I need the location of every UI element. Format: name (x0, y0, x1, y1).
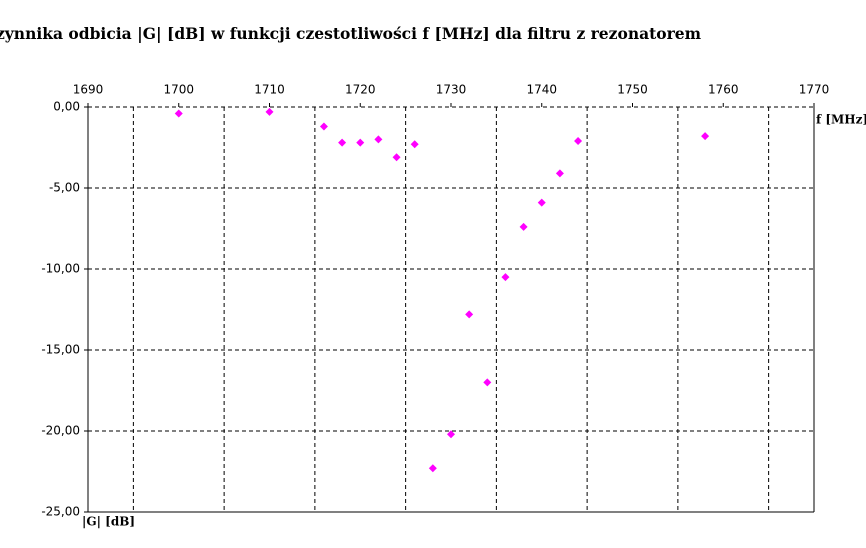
x-axis-label: f [MHz] (816, 113, 866, 127)
data-point (338, 138, 347, 147)
data-point (374, 135, 383, 144)
data-point (555, 169, 564, 178)
data-point (410, 140, 419, 149)
data-point (519, 222, 528, 231)
y-tick-label: 0,00 (53, 100, 80, 114)
data-point (447, 430, 455, 439)
data-point (428, 464, 437, 473)
x-tick-label: 1710 (254, 83, 285, 97)
data-point (574, 137, 583, 146)
x-tick-label: 1730 (436, 83, 467, 97)
x-tick-label: 1700 (163, 83, 194, 97)
x-tick-label: 1750 (617, 83, 648, 97)
y-tick-label: -25,00 (41, 505, 80, 519)
x-tick-label: 1770 (799, 83, 830, 97)
x-tick-label: 1690 (73, 83, 104, 97)
x-tick-label: 1740 (526, 83, 557, 97)
y-tick-label: -10,00 (41, 262, 80, 276)
chart-title: zynnika odbicia |G| [dB] w funkcji czest… (0, 24, 702, 43)
data-point (483, 378, 492, 387)
y-tick-label: -20,00 (41, 424, 80, 438)
data-point (319, 122, 328, 131)
data-point (392, 153, 401, 162)
data-point (356, 138, 365, 147)
y-tick-label: -5,00 (49, 181, 80, 195)
data-point (537, 198, 546, 207)
x-tick-label: 1760 (708, 83, 739, 97)
data-point (265, 107, 274, 116)
x-tick-label: 1720 (345, 83, 376, 97)
data-point (501, 273, 510, 282)
y-tick-label: -15,00 (41, 343, 80, 357)
data-point (465, 310, 474, 319)
data-point (174, 109, 183, 118)
y-axis-label: |G| [dB] (82, 515, 135, 529)
data-point (701, 132, 710, 141)
